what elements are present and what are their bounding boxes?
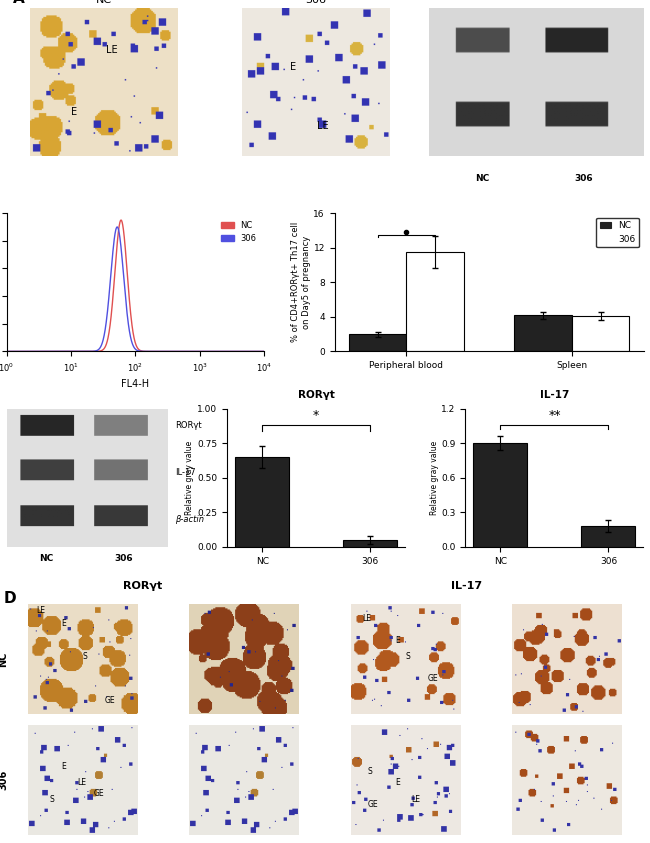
Text: LE: LE [105,45,117,55]
Text: β-actin: β-actin [175,515,204,524]
Text: S: S [50,795,55,803]
Text: GE: GE [428,674,438,683]
Bar [235,457,289,547]
Text: LE: LE [36,606,46,615]
Text: GE: GE [94,789,104,798]
Text: NC: NC [475,174,489,183]
Y-axis label: Relative gray value: Relative gray value [185,441,194,515]
Text: E: E [60,619,66,628]
Y-axis label: % of CD4+RORγt+ Th17 cell
on Day5 of pregnancy: % of CD4+RORγt+ Th17 cell on Day5 of pre… [291,223,311,342]
Bar [348,334,406,352]
Text: LE: LE [362,614,371,623]
Text: 306: 306 [574,174,593,183]
Text: S: S [83,652,88,661]
Bar [343,540,397,547]
Title: RORγt: RORγt [298,389,335,400]
Text: E: E [395,636,400,645]
Text: 306: 306 [305,0,326,6]
Text: IL-17: IL-17 [175,469,196,477]
Bar [582,526,636,547]
Text: 306: 306 [0,770,8,790]
Bar [473,443,527,547]
Text: D: D [4,591,16,606]
Text: NC: NC [40,554,54,563]
Text: *: * [313,410,319,422]
Text: LE: LE [317,121,328,132]
Text: RORγt: RORγt [175,422,202,431]
Text: **: ** [548,410,561,422]
Text: E: E [72,107,77,116]
Bar [514,315,571,352]
Text: S: S [367,767,372,776]
Bar [571,316,629,352]
Text: NC: NC [96,0,112,6]
Text: IL-17: IL-17 [450,581,482,591]
Text: 306: 306 [114,554,133,563]
Legend: NC, 306: NC, 306 [597,217,639,247]
Text: E: E [395,778,400,787]
Text: E: E [290,62,296,72]
Text: RORγt: RORγt [124,581,162,591]
X-axis label: FL4-H: FL4-H [121,379,150,389]
Bar [406,252,464,352]
Text: E: E [60,762,66,771]
Y-axis label: Relative gray value: Relative gray value [430,441,439,515]
Text: NC: NC [0,652,8,667]
Text: A: A [12,0,24,6]
Text: GE: GE [367,800,378,809]
Text: S: S [406,652,411,661]
Text: GE: GE [105,696,115,705]
Text: LE: LE [77,778,86,787]
Title: IL-17: IL-17 [540,389,569,400]
Legend: NC, 306: NC, 306 [218,217,260,246]
Text: LE: LE [411,795,421,803]
